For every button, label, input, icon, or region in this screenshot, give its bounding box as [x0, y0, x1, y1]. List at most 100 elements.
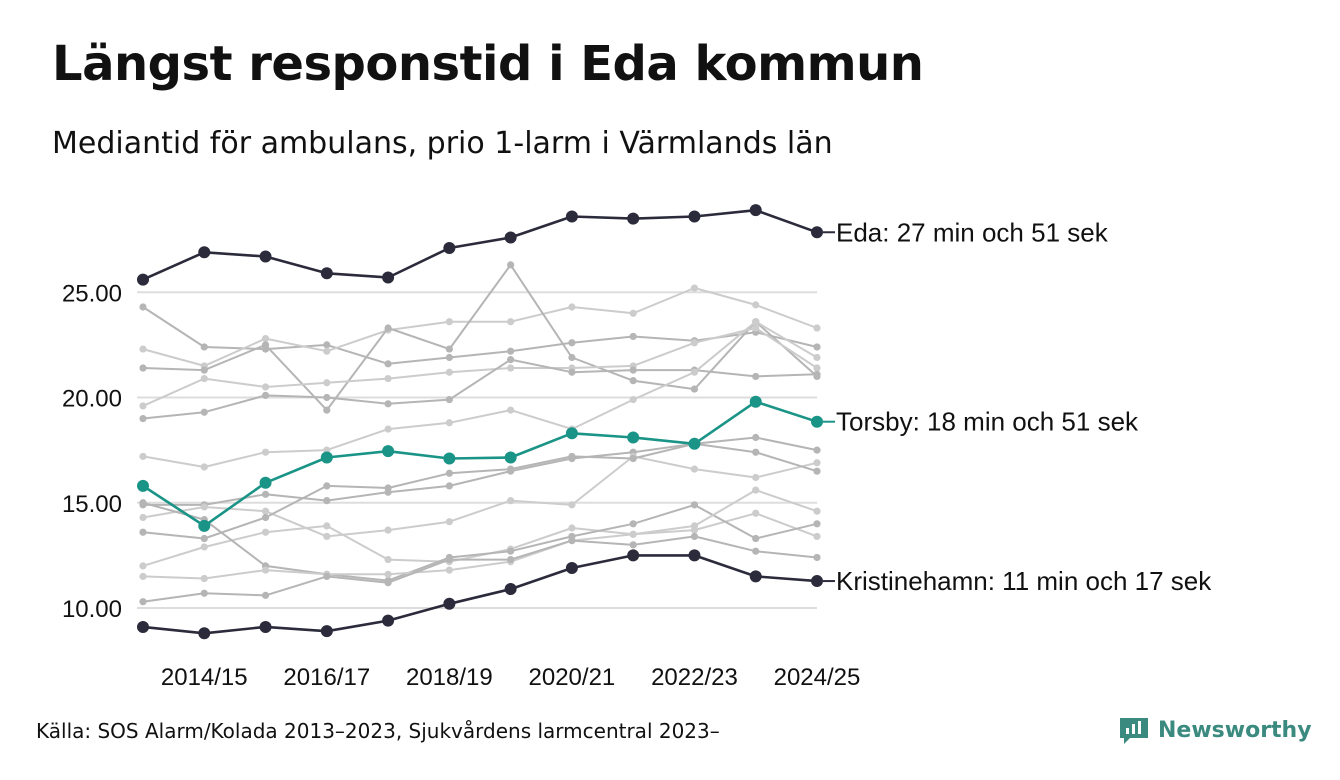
end-labels: Eda: 27 min och 51 sek Torsby: 18 min och… — [823, 217, 1212, 596]
data-point — [443, 452, 456, 465]
data-point — [139, 303, 147, 311]
data-point — [200, 534, 208, 543]
data-point — [261, 566, 270, 574]
data-point — [320, 451, 333, 464]
data-point — [752, 324, 760, 332]
end-label: Torsby: 18 min och 51 sek — [836, 407, 1139, 437]
series-line — [142, 455, 818, 538]
series-line — [142, 320, 818, 468]
series-övrig-kommun-8 — [139, 452, 821, 541]
data-point — [749, 204, 762, 217]
data-point — [629, 366, 637, 374]
series-line — [142, 501, 818, 582]
data-point — [323, 497, 331, 505]
data-point — [690, 501, 699, 509]
data-point — [690, 284, 699, 292]
data-point — [627, 212, 640, 225]
data-point — [504, 231, 517, 244]
data-point — [384, 579, 392, 587]
highlighted-series — [137, 204, 823, 640]
data-point — [568, 303, 576, 311]
data-point — [198, 246, 211, 259]
data-point — [443, 597, 456, 610]
y-axis-tick-labels: 10.00 15.00 20.00 25.00 — [62, 280, 122, 623]
data-point — [629, 332, 637, 341]
data-point — [688, 437, 701, 450]
series-line — [142, 327, 818, 407]
data-point — [690, 522, 699, 530]
data-point — [261, 341, 270, 349]
data-point — [323, 393, 331, 402]
data-point — [568, 537, 576, 545]
data-point — [382, 614, 395, 627]
data-point — [752, 486, 760, 494]
series-line — [142, 442, 818, 540]
series-övrig-kommun-2 — [139, 284, 821, 370]
data-point — [627, 431, 640, 444]
data-point — [259, 250, 272, 263]
data-point — [749, 570, 762, 583]
data-point — [445, 345, 453, 353]
data-point — [811, 575, 823, 588]
data-point — [261, 507, 270, 515]
data-point — [752, 301, 760, 309]
end-label: Kristinehamn: 11 min och 17 sek — [836, 566, 1212, 596]
series-line — [142, 535, 818, 603]
series-line — [142, 489, 818, 580]
series-torsby — [137, 395, 823, 532]
data-point — [752, 372, 760, 381]
data-point — [507, 364, 515, 372]
series-övrig-kommun-13 — [139, 532, 821, 606]
data-point — [320, 625, 333, 638]
data-point — [565, 427, 578, 440]
data-point — [384, 484, 392, 492]
x-tick-label: 2014/15 — [161, 664, 248, 691]
data-point — [690, 385, 699, 393]
data-point — [813, 324, 821, 332]
data-point — [261, 490, 270, 498]
data-point — [813, 343, 821, 351]
data-point — [200, 343, 208, 351]
data-point — [200, 374, 208, 383]
data-point — [811, 415, 823, 428]
data-point — [813, 370, 821, 378]
data-point — [445, 353, 453, 362]
data-point — [629, 377, 637, 385]
data-point — [200, 589, 208, 597]
data-point — [629, 309, 637, 317]
data-point — [507, 555, 515, 564]
series-line — [142, 554, 818, 635]
data-point — [323, 532, 331, 541]
data-point — [323, 482, 331, 490]
data-point — [139, 364, 147, 372]
end-label: Eda: 27 min och 51 sek — [836, 217, 1109, 247]
data-point — [139, 513, 147, 522]
data-point — [690, 532, 699, 541]
data-point — [629, 530, 637, 538]
data-point — [200, 574, 208, 583]
data-point — [384, 400, 392, 408]
data-point — [384, 374, 392, 383]
series-kristinehamn — [137, 549, 823, 640]
y-tick-label: 10.00 — [62, 596, 122, 623]
data-point — [565, 210, 578, 223]
data-point — [752, 547, 760, 555]
data-point — [629, 541, 637, 549]
data-point — [507, 547, 515, 555]
data-point — [445, 318, 453, 326]
data-point — [198, 519, 211, 532]
data-point — [200, 463, 208, 471]
data-point — [813, 520, 821, 528]
data-point — [261, 391, 270, 399]
data-point — [627, 549, 640, 562]
data-point — [139, 572, 147, 581]
series-övrig-kommun-9 — [139, 440, 821, 543]
data-point — [445, 396, 453, 404]
data-point — [752, 473, 760, 482]
data-point — [384, 425, 392, 433]
data-point — [261, 513, 270, 522]
data-point — [382, 271, 395, 284]
data-point — [200, 408, 208, 416]
data-point — [565, 562, 578, 575]
data-point — [752, 534, 760, 543]
